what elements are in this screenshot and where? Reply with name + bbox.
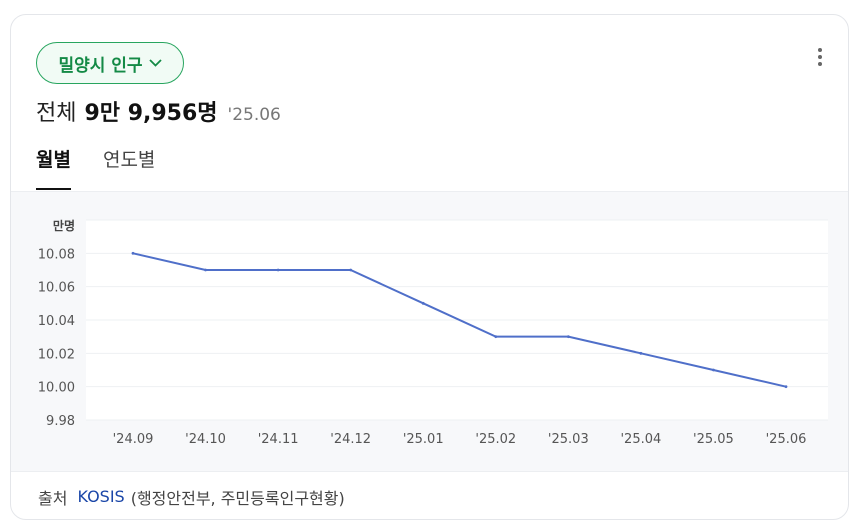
x-tick-label: '24.09	[113, 432, 154, 447]
y-tick-label: 10.00	[38, 381, 75, 396]
summary-value: 9만 9,956명	[84, 101, 218, 126]
data-point	[566, 335, 570, 339]
y-tick-label: 9.98	[46, 414, 75, 429]
data-point	[712, 368, 715, 372]
y-tick-label: 10.02	[38, 347, 75, 362]
more-vertical-icon	[818, 48, 822, 52]
chevron-down-icon	[148, 59, 162, 67]
region-label: 밀양시 인구	[58, 55, 143, 76]
x-tick-label: '24.10	[185, 432, 226, 447]
tab-monthly[interactable]: 월별	[36, 145, 71, 190]
x-tick-label: '25.03	[548, 432, 589, 447]
source-link[interactable]: KOSIS	[77, 487, 125, 506]
data-point	[639, 351, 643, 355]
population-card: 밀양시 인구 전체 9만 9,956명 '25.06 월별 연도별 9.98 10…	[10, 14, 849, 520]
source-footer: 출처 KOSIS (행정안전부, 주민등록인구현황)	[11, 471, 848, 519]
y-axis-unit-label: 만명	[53, 218, 75, 233]
chart-area: 9.98 10.00 10.02 10.04 10.06 10.08 만명 '24.09 '24…	[11, 191, 848, 472]
x-tick-label: '25.06	[766, 432, 807, 447]
data-point	[204, 268, 207, 272]
data-point	[784, 385, 788, 389]
y-tick-label: 10.06	[38, 281, 75, 296]
x-tick-label: '24.12	[330, 432, 371, 447]
more-options-button[interactable]	[810, 47, 830, 67]
region-select-button[interactable]: 밀양시 인구	[36, 42, 184, 84]
series-line	[132, 252, 787, 388]
x-tick-label: '25.02	[475, 432, 516, 447]
x-tick-label: '25.01	[403, 432, 444, 447]
period-tabs: 월별 연도별	[36, 145, 155, 190]
y-tick-label: 10.08	[38, 247, 75, 262]
x-tick-label: '25.05	[693, 432, 734, 447]
population-line-chart: 9.98 10.00 10.02 10.04 10.06 10.08 만명 '24.09 '24…	[38, 218, 828, 447]
data-point	[494, 335, 498, 339]
summary-label: 전체	[36, 101, 77, 126]
data-point	[421, 301, 425, 305]
population-summary: 전체 9만 9,956명 '25.06	[36, 95, 281, 127]
tab-yearly[interactable]: 연도별	[102, 149, 156, 171]
x-tick-label: '25.04	[620, 432, 661, 447]
data-point	[131, 251, 135, 255]
y-tick-label: 10.04	[38, 314, 75, 329]
data-point	[276, 268, 280, 272]
x-tick-label: '24.11	[258, 432, 299, 447]
source-label: 출처	[38, 488, 68, 508]
summary-date: '25.06	[227, 105, 281, 125]
source-org: (행정안전부, 주민등록인구현황)	[130, 488, 345, 508]
data-point	[349, 268, 353, 272]
